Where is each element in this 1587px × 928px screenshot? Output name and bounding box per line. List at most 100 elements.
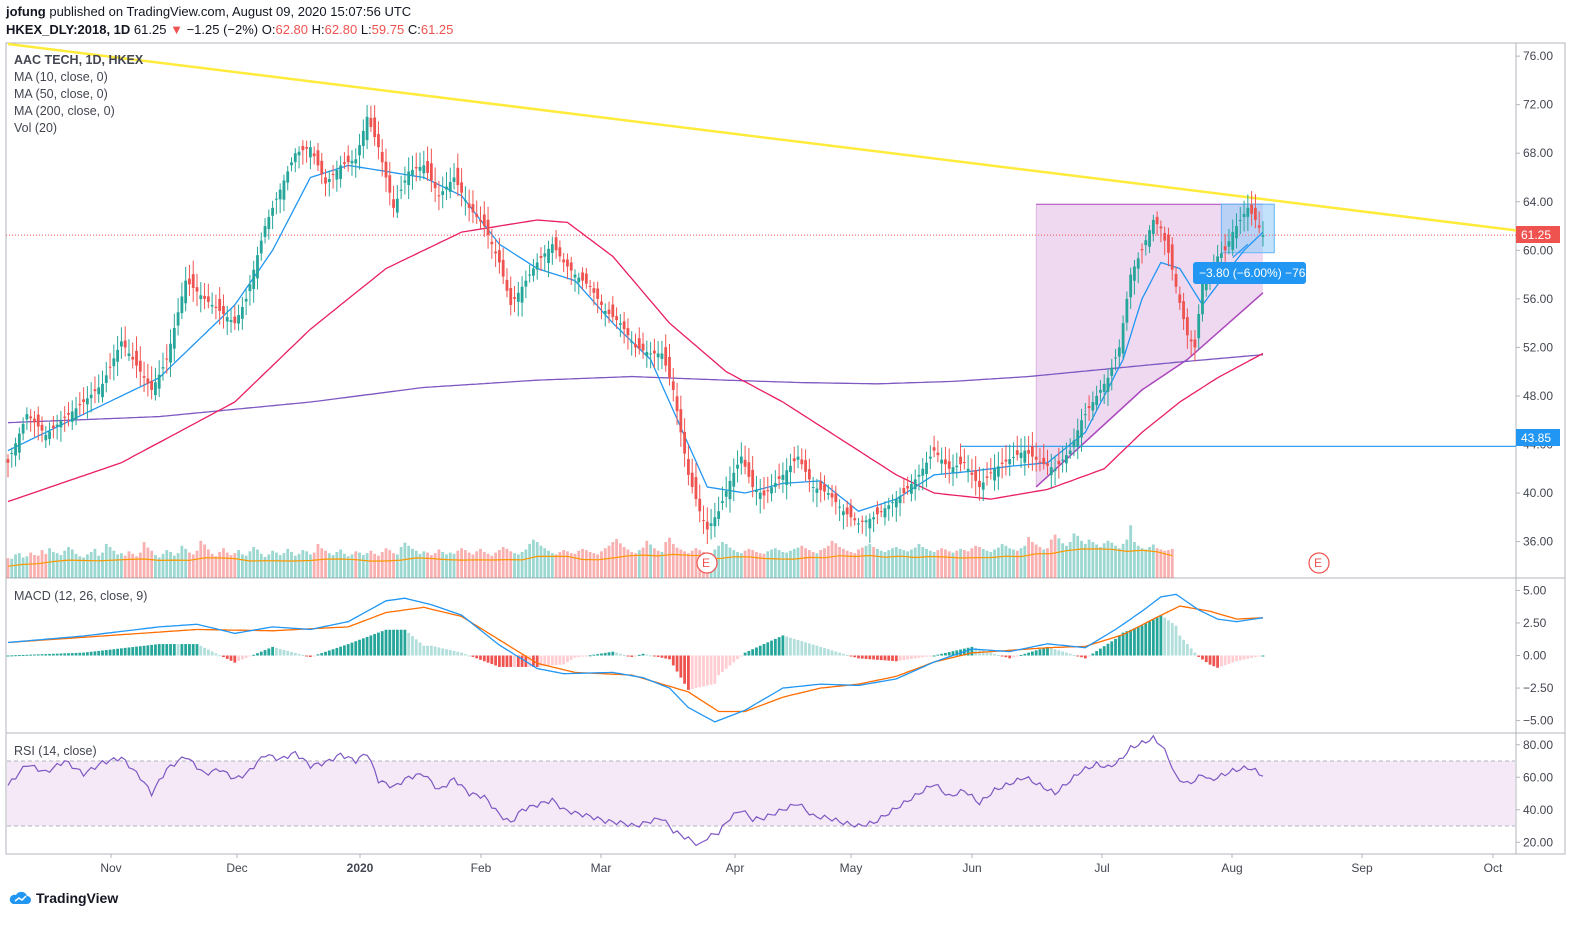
- macd-histogram-bar: [1087, 655, 1091, 657]
- candle-body: [335, 169, 339, 180]
- last-price: 61.25: [133, 22, 167, 37]
- candle-body: [807, 469, 811, 480]
- macd-histogram-bar: [1027, 652, 1030, 656]
- candle-body: [316, 150, 320, 166]
- macd-title: MACD (12, 26, close, 9): [14, 589, 147, 603]
- rsi-pane[interactable]: 80.00 60.00 40.00 20.00: [7, 734, 1553, 849]
- tradingview-logo[interactable]: TradingView: [8, 890, 118, 906]
- volume-bar: [1117, 548, 1121, 578]
- volume-bar: [985, 550, 989, 578]
- candle-body: [463, 200, 467, 202]
- macd-histogram-bar: [1083, 655, 1087, 659]
- time-axis[interactable]: Nov Dec 2020 Feb Mar Apr May Jun Jul Aug Sep Oct: [100, 854, 1503, 875]
- candle-body: [169, 343, 172, 363]
- candle-body: [687, 459, 690, 475]
- volume-bar: [501, 547, 505, 578]
- volume-bar: [1159, 549, 1163, 578]
- volume-bar: [853, 553, 857, 578]
- macd-histogram-bar: [879, 655, 883, 661]
- candle-body: [736, 464, 739, 469]
- macd-pane[interactable]: 5.00 2.50 0.00 −2.50 −5.00: [6, 583, 1554, 728]
- macd-histogram-bar: [44, 654, 48, 656]
- macd-histogram-bar: [947, 652, 951, 656]
- macd-histogram-bar: [429, 645, 433, 656]
- macd-histogram-bar: [441, 648, 445, 656]
- macd-histogram-bar: [690, 655, 694, 689]
- candle-body: [395, 198, 399, 213]
- candle-body: [331, 174, 335, 176]
- macd-histogram-bar: [838, 652, 841, 656]
- candle-body: [10, 452, 14, 454]
- candle-body: [702, 519, 705, 521]
- candle-body: [373, 117, 377, 138]
- candle-body: [618, 323, 622, 325]
- candle-body: [603, 311, 607, 314]
- volume-bar: [248, 551, 252, 578]
- volume-bar: [1076, 535, 1080, 578]
- volume-bar: [940, 548, 944, 578]
- volume-bar: [312, 552, 316, 578]
- macd-histogram-bar: [736, 655, 739, 660]
- candle-body: [1246, 207, 1250, 217]
- macd-histogram-bar: [664, 655, 668, 659]
- candle-body: [535, 262, 539, 270]
- volume-bar: [36, 555, 40, 578]
- macd-histogram-bar: [777, 637, 781, 656]
- volume-bar: [592, 553, 596, 578]
- volume-bar: [395, 554, 399, 578]
- macd-histogram-bar: [463, 654, 467, 656]
- time-tick-label: Sep: [1351, 861, 1373, 875]
- price-tick-label: 52.00: [1523, 340, 1553, 354]
- earnings-marker-2[interactable]: [1308, 552, 1330, 574]
- macd-histogram-bar: [910, 655, 913, 659]
- macd-histogram-bar: [85, 652, 89, 656]
- triangle-bottom-line: [1035, 292, 1264, 488]
- candle-body: [210, 304, 214, 307]
- macd-histogram-bar: [286, 650, 290, 656]
- macd-histogram-bar: [543, 655, 547, 667]
- macd-histogram-bar: [1049, 648, 1053, 656]
- candle-body: [921, 468, 925, 476]
- macd-histogram-bar: [535, 655, 539, 667]
- candle-body: [864, 520, 868, 523]
- candle-body: [445, 186, 448, 190]
- volume-bar: [343, 553, 346, 578]
- candle-body: [225, 317, 229, 322]
- high-value: 62.80: [324, 22, 358, 37]
- candle-body: [1223, 246, 1227, 251]
- candle-body: [690, 472, 694, 487]
- volume-bar: [93, 548, 97, 578]
- volume-bar: [316, 543, 320, 578]
- earnings-marker-1[interactable]: [696, 552, 718, 574]
- volume-bar: [876, 548, 879, 578]
- volume-bar: [573, 553, 577, 578]
- candle-body: [857, 523, 860, 525]
- macd-histogram-bar: [29, 654, 33, 656]
- macd-histogram-bar: [773, 638, 777, 656]
- volume-bar: [101, 552, 104, 578]
- author-name[interactable]: jofung: [6, 4, 46, 19]
- legend-ma200: MA (200, close, 0): [14, 104, 115, 118]
- volume-bar: [112, 550, 116, 578]
- price-pane[interactable]: 76.00 72.00 68.00 64.00 60.00 56.00 52.00 48.00…: [6, 42, 1553, 578]
- macd-histogram-bar: [154, 644, 157, 656]
- volume-bar: [274, 552, 278, 578]
- macd-histogram-bar: [1008, 655, 1012, 659]
- candle-body: [755, 489, 758, 493]
- candle-body: [868, 518, 872, 529]
- measure-tooltip[interactable]: [1193, 262, 1306, 284]
- candle-body: [607, 309, 611, 315]
- candle-body: [1091, 402, 1095, 411]
- publish-text: published on TradingView.com, August 09,…: [49, 4, 412, 19]
- volume-bar: [728, 547, 732, 578]
- volume-bar: [441, 551, 445, 578]
- time-tick-label: Aug: [1221, 861, 1242, 875]
- macd-histogram-bar: [985, 651, 989, 656]
- volume-bar: [59, 555, 63, 578]
- macd-histogram-bar: [1099, 648, 1102, 656]
- candle-body: [229, 320, 233, 323]
- candle-body: [573, 274, 577, 278]
- candle-body: [1167, 234, 1170, 253]
- macd-histogram-bar: [785, 636, 789, 656]
